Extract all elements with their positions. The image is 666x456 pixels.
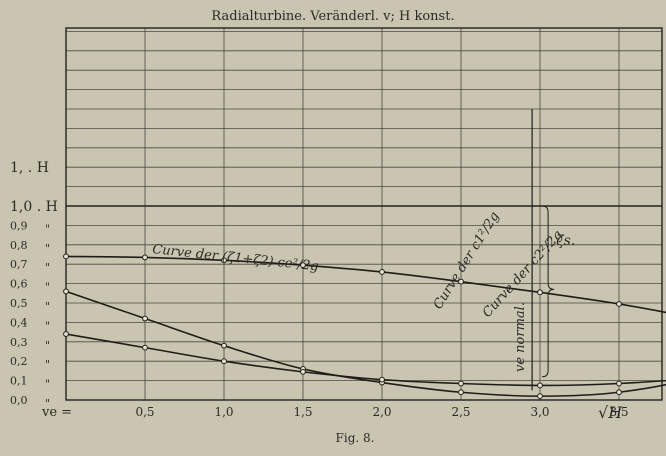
grid bbox=[65, 28, 662, 401]
y-tick-label: 0,9 bbox=[10, 219, 28, 232]
series-1-point bbox=[221, 257, 227, 264]
series-group bbox=[63, 253, 666, 400]
y-tick-label: 0,5 bbox=[10, 297, 28, 310]
figure-caption: Fig. 8. bbox=[336, 431, 375, 445]
y-ditto-mark: " bbox=[45, 397, 50, 410]
y-ditto-mark: " bbox=[45, 300, 50, 313]
y-ditto-mark: " bbox=[45, 358, 50, 371]
y-tick-label: 0,2 bbox=[10, 355, 28, 368]
series-1-point bbox=[379, 269, 385, 275]
series-1-point bbox=[300, 262, 306, 269]
series-1-point bbox=[616, 301, 622, 307]
x-tick-label: 1,0 bbox=[214, 405, 233, 419]
y-tick-label: 0,1 bbox=[10, 375, 28, 388]
x-tick-label: 3,5 bbox=[609, 405, 628, 419]
series-2-point bbox=[142, 315, 148, 322]
y-ditto-mark: " bbox=[45, 378, 50, 391]
y-tick-label: 0,0 bbox=[10, 394, 28, 407]
y-ditto-mark: " bbox=[45, 222, 50, 235]
series-1-point bbox=[63, 253, 69, 260]
series-1-point bbox=[142, 254, 148, 261]
y-tick-label: 0,4 bbox=[10, 316, 28, 329]
series-3-point bbox=[616, 380, 622, 387]
y-tick-label: 0,7 bbox=[10, 258, 28, 271]
y-ditto-mark: " bbox=[45, 319, 50, 332]
y-tick-label: 0,3 bbox=[10, 336, 28, 349]
series-3-point bbox=[537, 382, 543, 389]
x-tick-label: 2,5 bbox=[451, 405, 470, 419]
series-1-point bbox=[537, 289, 543, 296]
series-3-point bbox=[300, 368, 306, 375]
x-tick-label: 2,0 bbox=[372, 405, 391, 419]
tick-labels: 0,51,01,52,02,53,03,54,04,55,05,56,0ve =… bbox=[10, 160, 629, 422]
series-2-point bbox=[221, 342, 227, 349]
x-tick-label: 1,5 bbox=[293, 405, 312, 419]
series-3-point bbox=[379, 376, 385, 383]
series-3-point bbox=[63, 331, 69, 337]
series-2-point bbox=[63, 288, 69, 295]
series-2-point bbox=[616, 389, 622, 396]
y-ditto-mark: " bbox=[45, 339, 50, 352]
zeta-s-label: ζs. bbox=[556, 233, 575, 249]
axes bbox=[65, 27, 663, 401]
y-tick-label: 0,6 bbox=[10, 278, 28, 291]
y-ditto-mark: " bbox=[45, 242, 50, 255]
y-ditto-mark: " bbox=[45, 261, 50, 274]
plot-frame bbox=[65, 27, 663, 401]
series-2-point bbox=[458, 389, 464, 396]
chart-title: Radialturbine. Veränderl. v; H konst. bbox=[211, 9, 454, 24]
y-tick-label: 0,8 bbox=[10, 239, 28, 252]
x-tick-label: 3,0 bbox=[530, 405, 549, 419]
x-axis-unit-label: √H bbox=[598, 403, 623, 422]
series-3-point bbox=[142, 344, 148, 351]
series-3-point bbox=[458, 380, 464, 387]
series-3-point bbox=[221, 358, 227, 365]
x-axis-prefix: ve = bbox=[41, 405, 72, 420]
y-ditto-mark: " bbox=[45, 281, 50, 294]
x-tick-label: 0,5 bbox=[135, 405, 154, 419]
ve-normal-label: ve normal. bbox=[513, 302, 528, 372]
series-2-point bbox=[537, 393, 543, 400]
zeta-bracket bbox=[542, 205, 555, 378]
series-1-point bbox=[458, 278, 464, 285]
y-major-label: 1, . H bbox=[10, 160, 49, 176]
y-major-label: 1,0 . H bbox=[10, 199, 58, 215]
